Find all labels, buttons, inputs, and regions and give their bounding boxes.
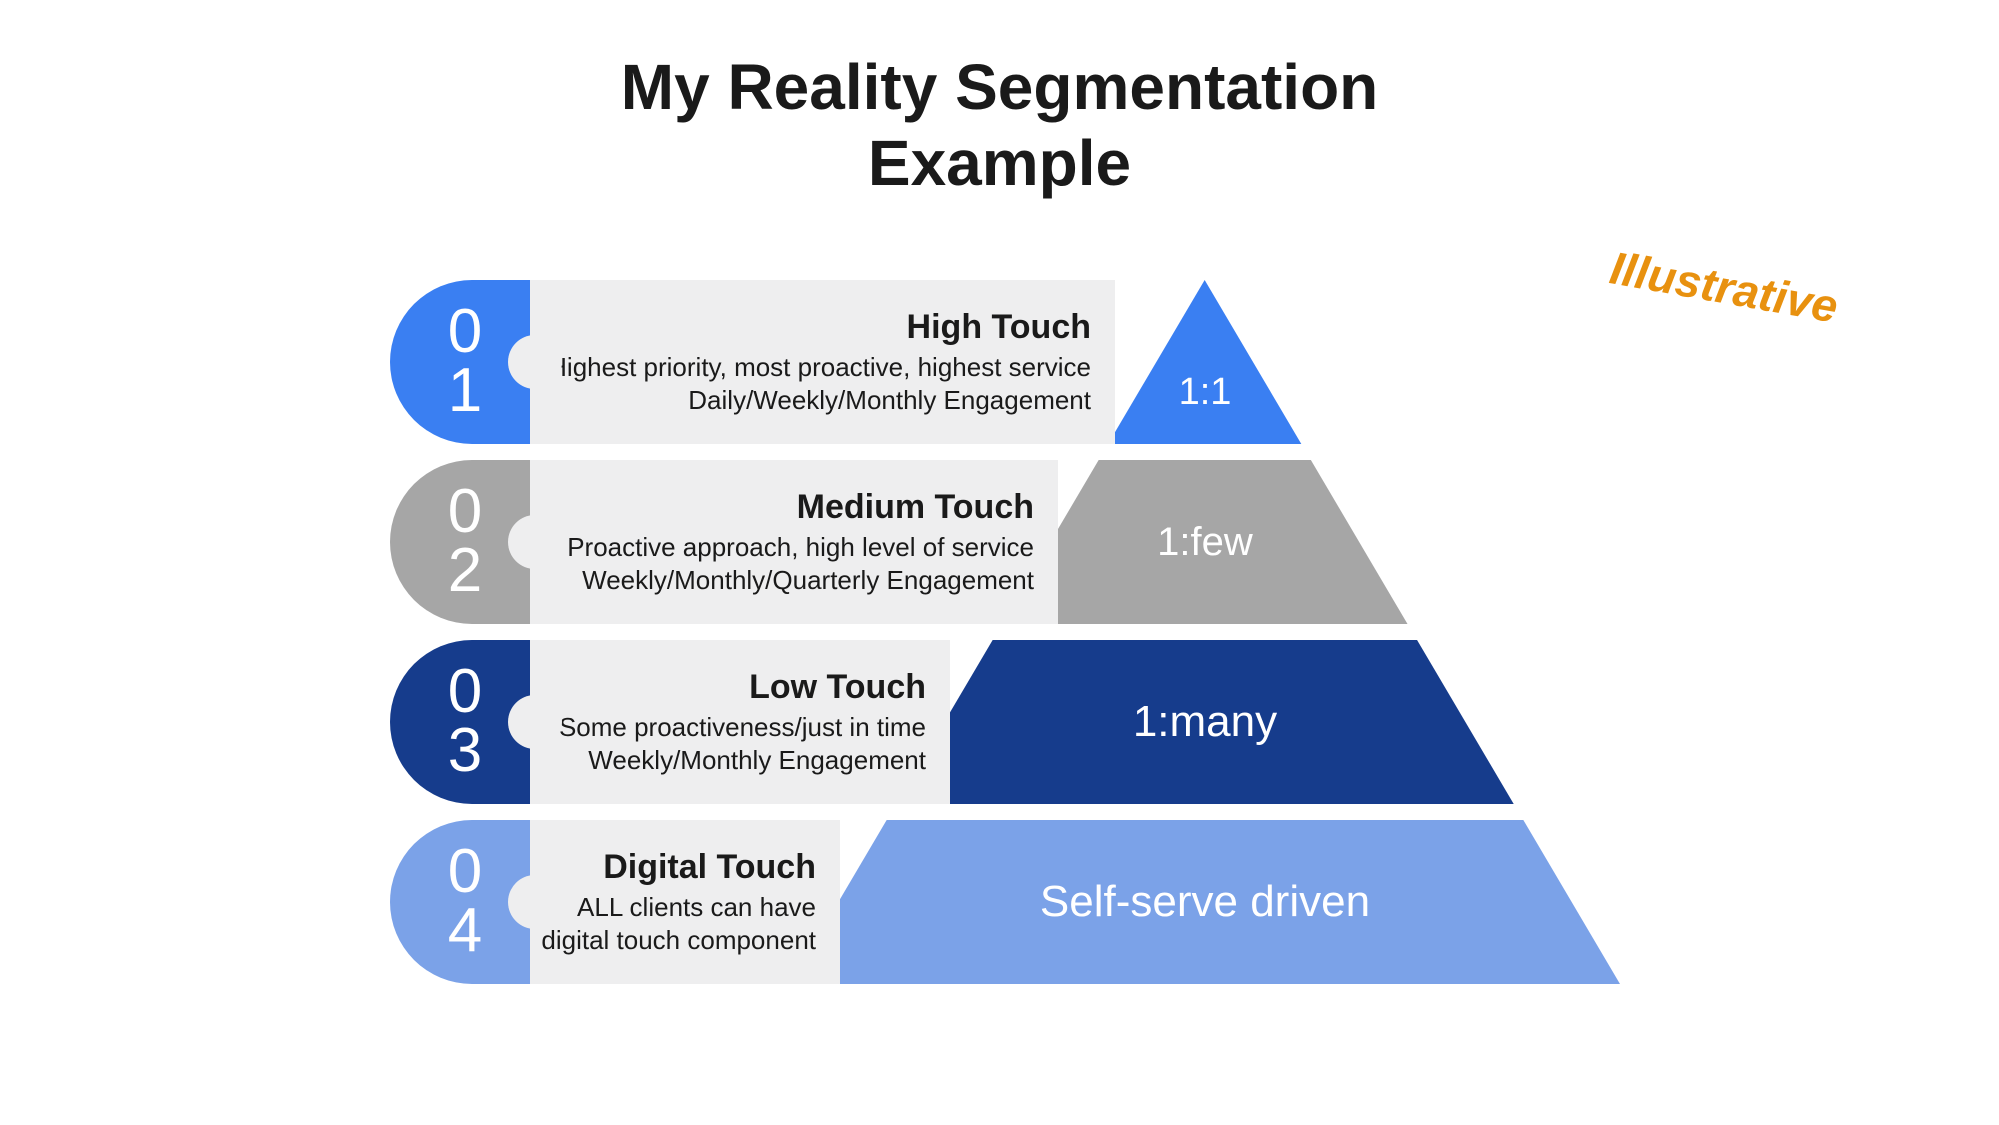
segment-row: 01 High Touch Highest priority, most proac… <box>390 280 1620 444</box>
pyramid-label: 1:few <box>1157 520 1253 565</box>
tab-notch <box>508 695 562 749</box>
row-description-bar: Low Touch Some proactiveness/just in time… <box>530 640 950 804</box>
pyramid-slice: 1:many <box>896 640 1514 804</box>
illustrative-badge: Illustrative <box>1606 240 1842 333</box>
row-number-top: 0 <box>448 303 482 362</box>
page-title: My Reality Segmentation Example <box>0 50 1999 201</box>
row-line1: Highest priority, most proactive, highes… <box>548 351 1091 384</box>
row-heading: Low Touch <box>749 668 926 707</box>
row-line2: Daily/Weekly/Monthly Engagement <box>688 384 1091 417</box>
title-line1: My Reality Segmentation <box>621 51 1379 123</box>
row-number-top: 0 <box>448 843 482 902</box>
row-line2: Weekly/Monthly/Quarterly Engagement <box>582 564 1034 597</box>
title-line2: Example <box>868 127 1131 199</box>
pyramid-slice: 1:1 <box>1108 280 1301 444</box>
row-line1: ALL clients can have <box>577 891 816 924</box>
row-number-top: 0 <box>448 663 482 722</box>
row-heading: Digital Touch <box>603 848 816 887</box>
tab-notch <box>508 515 562 569</box>
pyramid-label: Self-serve driven <box>1040 877 1370 927</box>
row-line2: Weekly/Monthly Engagement <box>588 744 926 777</box>
row-number-bottom: 3 <box>448 722 482 781</box>
pyramid-slice: Self-serve driven <box>790 820 1620 984</box>
pyramid-label: 1:1 <box>1179 371 1232 414</box>
row-description-bar: Medium Touch Proactive approach, high lev… <box>530 460 1058 624</box>
row-line1: Proactive approach, high level of servic… <box>567 531 1034 564</box>
segment-row: 04 Digital Touch ALL clients can havedigit… <box>390 820 1620 984</box>
pyramid-slice: 1:few <box>1002 460 1408 624</box>
row-number-top: 0 <box>448 483 482 542</box>
row-heading: High Touch <box>907 308 1091 347</box>
segment-row: 03 Low Touch Some proactiveness/just in ti… <box>390 640 1620 804</box>
row-number-bottom: 1 <box>448 362 482 421</box>
row-number-bottom: 2 <box>448 542 482 601</box>
row-number-bottom: 4 <box>448 902 482 961</box>
row-heading: Medium Touch <box>797 488 1034 527</box>
row-line1: Some proactiveness/just in time <box>559 711 926 744</box>
tab-notch <box>508 875 562 929</box>
tab-notch <box>508 335 562 389</box>
row-line2: digital touch component <box>541 924 816 957</box>
row-description-bar: Digital Touch ALL clients can havedigital… <box>530 820 840 984</box>
segment-row: 02 Medium Touch Proactive approach, high l… <box>390 460 1620 624</box>
segmentation-diagram: 01High TouchHighest priority, most proac… <box>390 280 1620 984</box>
row-description-bar: High Touch Highest priority, most proacti… <box>530 280 1115 444</box>
pyramid-label: 1:many <box>1133 697 1277 747</box>
